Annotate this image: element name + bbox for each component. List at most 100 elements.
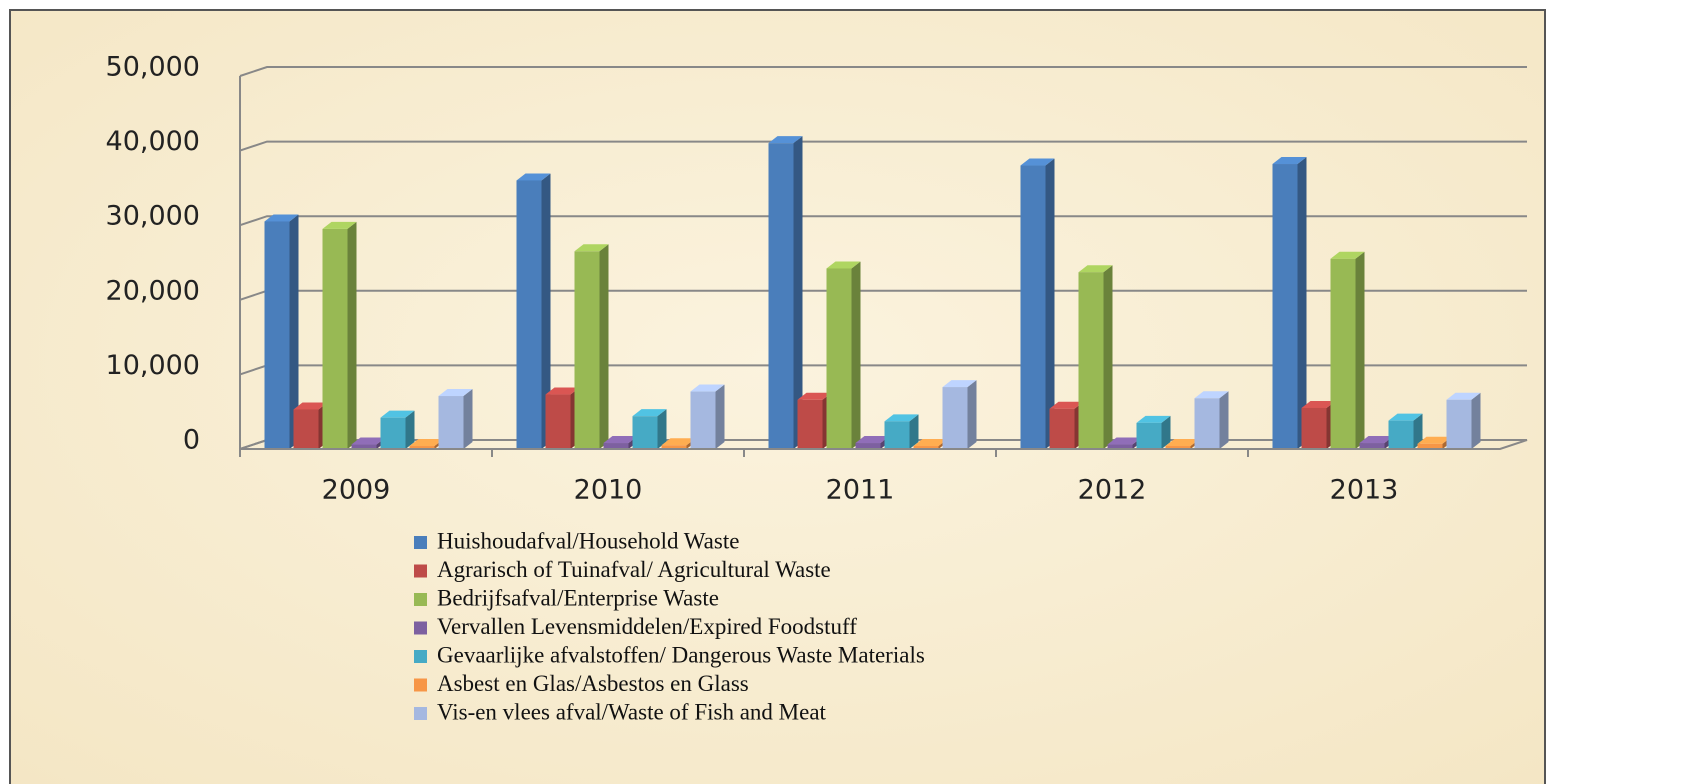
bar-side [599,244,609,449]
bar [797,399,823,449]
bar-side [463,389,473,449]
bar-side [1413,413,1423,449]
grid-line [239,215,1527,227]
bar [690,391,716,449]
bar [826,268,852,449]
legend-label: Gevaarlijke afvalstoffen/ Dangerous Wast… [437,642,925,667]
y-tick-label: 50,000 [106,52,200,83]
bar-side [347,221,357,449]
bar-top [826,261,861,269]
bar [1194,398,1220,449]
bar-top [1417,436,1452,444]
bar-top [574,244,609,252]
legend-label: Vis-en vlees afval/Waste of Fish and Mea… [437,699,827,724]
legend-swatch [414,678,427,692]
y-tick-label: 20,000 [106,275,200,306]
bar-side [541,173,551,449]
bar [1446,399,1472,449]
bar-top [1078,265,1113,273]
bar [1078,272,1104,449]
bar-side [1297,157,1307,449]
bar-top [632,409,667,417]
bar [264,221,290,449]
bar [1388,420,1414,449]
bar-top [690,384,725,392]
bar [1165,446,1191,449]
bar-side [1355,251,1365,449]
bar [1136,422,1162,449]
bar-top [380,410,415,418]
bar-side [657,409,667,449]
x-tick-label: 2009 [322,475,391,506]
legend-label: Huishoudafval/Household Waste [437,528,739,553]
bar-side [715,384,725,449]
bar [632,416,658,449]
legend-swatch [414,536,427,549]
bar-top [1165,439,1200,447]
bar-top [351,437,386,445]
bar [855,443,881,449]
legend-label: Asbest en Glas/Asbestos en Glass [437,671,749,696]
bar [380,417,406,449]
legend-label: Vervallen Levensmiddelen/Expired Foodstu… [437,614,857,639]
y-tick-label: 10,000 [106,350,200,381]
bar-top [438,389,473,397]
legend-swatch [414,593,427,606]
bar-side [405,410,415,449]
bar-top [1194,391,1229,399]
legend-label: Bedrijfsafval/Enterprise Waste [437,585,719,610]
bar [293,409,319,449]
bar [1020,165,1046,449]
bar-top [545,387,580,395]
bar [884,421,910,449]
bar [1359,443,1385,449]
legend-swatch [414,564,427,578]
bar-side [1161,415,1171,449]
bar [516,180,542,449]
bar-side [909,414,919,449]
bar-top [1020,158,1055,166]
bar [913,446,939,449]
legend-swatch [414,621,427,635]
legend-label: Agrarisch of Tuinafval/ Agricultural Was… [437,557,831,582]
bar [1049,408,1075,449]
bar-top [1272,157,1307,165]
bar-side [1471,392,1481,449]
bar-top [293,402,328,410]
bar [1417,443,1443,449]
bar-side [1219,391,1229,449]
bar [574,251,600,449]
bar [1301,407,1327,449]
bar-side [1103,265,1113,449]
bar [661,445,687,449]
bar-top [516,173,551,181]
bar-top [855,436,890,444]
bar-top [1049,401,1084,409]
bar-top [797,392,832,400]
legend-swatch [414,650,427,663]
bar [1107,444,1133,449]
x-tick-label: 2010 [574,475,643,506]
bar-side [289,214,299,449]
grid-line [239,140,1527,152]
bar [1330,258,1356,449]
bar [942,387,968,449]
bar-top [768,136,803,144]
bar [351,444,377,449]
bar-top [1107,437,1142,445]
bar-top [603,436,638,444]
bar-side [851,261,861,449]
x-tick-label: 2012 [1078,475,1147,506]
bar-top [913,439,948,447]
bar-top [1359,436,1394,444]
bar-top [1330,251,1365,259]
bar-side [1045,158,1055,449]
bar [603,443,629,449]
bar-top [942,380,977,388]
bar-top [264,214,299,222]
x-tick-label: 2013 [1330,475,1399,506]
y-tick-label: 0 [183,425,200,456]
bar-top [1301,400,1336,408]
y-tick-label: 40,000 [106,126,200,157]
